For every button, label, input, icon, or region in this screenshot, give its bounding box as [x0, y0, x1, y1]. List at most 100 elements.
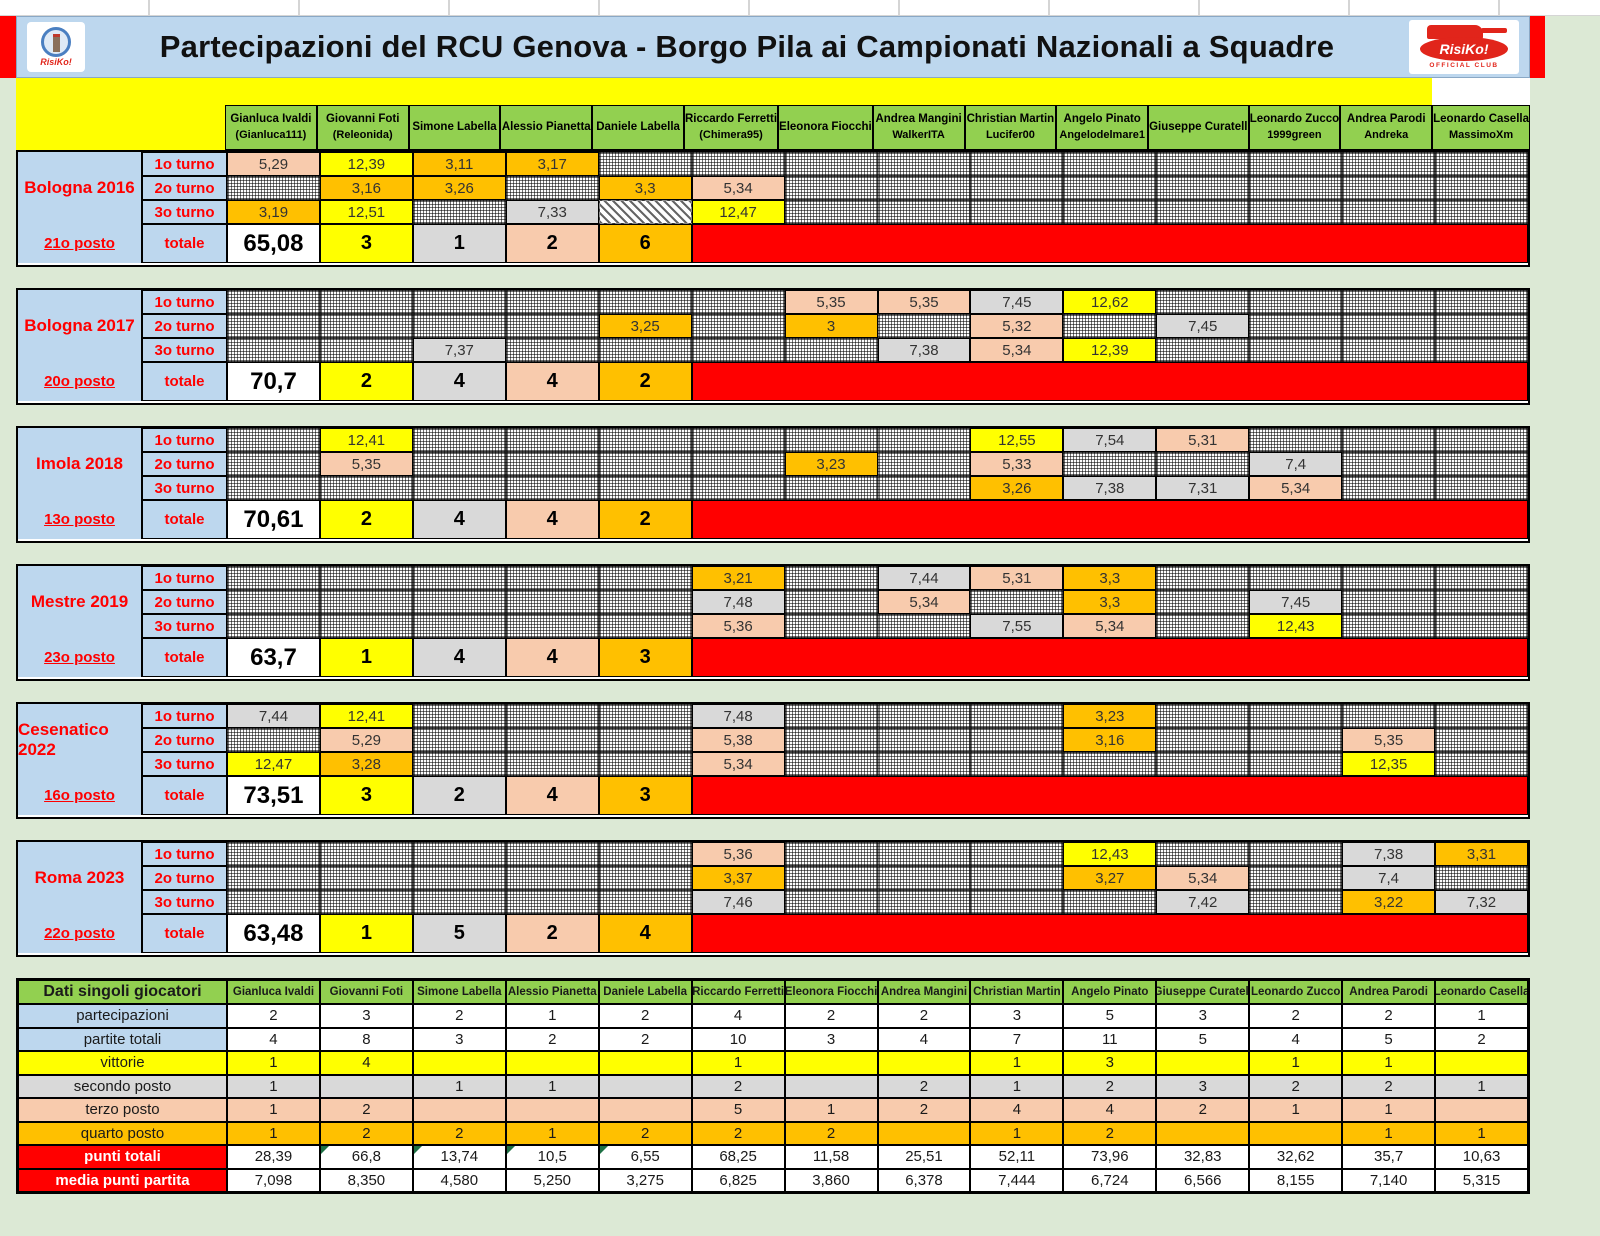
player-name: Angelo Pinato [1063, 113, 1141, 126]
score-cell: 12,39 [1063, 338, 1157, 362]
empty-score-cell [227, 566, 320, 590]
summary-value-cell: 1 [1342, 1051, 1436, 1075]
empty-score-cell [877, 176, 971, 200]
summary-value-cell: 3 [1063, 1051, 1157, 1075]
summary-value-cell: 7,098 [227, 1168, 320, 1192]
wins-count-cell: 3 [319, 776, 413, 815]
score-cell: 12,35 [1342, 752, 1436, 776]
empty-score-cell [1342, 152, 1436, 176]
summary-table: Dati singoli giocatori Gianluca Ivaldi Gio… [16, 978, 1530, 1194]
summary-value-cell: 8,155 [1249, 1168, 1343, 1192]
score-cell: 12,39 [319, 152, 413, 176]
fourth-count-cell: 3 [598, 638, 692, 677]
round-label: 3o turno [142, 614, 227, 638]
player-header-angelo-pinato: Angelo Pinato Angelodelmare1 [1056, 105, 1149, 150]
empty-score-cell [412, 290, 506, 314]
empty-score-cell [505, 176, 599, 200]
score-cell: 5,33 [970, 452, 1064, 476]
summary-value-cell: 1 [1342, 1121, 1436, 1145]
player-nickname: (Releonida) [332, 128, 393, 141]
empty-score-cell [877, 704, 971, 728]
round-label: 3o turno [142, 476, 227, 500]
summary-row-label-secondo-posto: secondo posto [18, 1074, 227, 1098]
score-cell: 5,32 [970, 314, 1064, 338]
empty-score-cell [505, 590, 599, 614]
round-label: 1o turno [142, 842, 227, 866]
empty-score-cell [877, 614, 971, 638]
score-cell: 7,32 [1435, 890, 1528, 914]
summary-value-cell: 4 [227, 1027, 320, 1051]
summary-value-cell [1435, 1051, 1528, 1075]
empty-score-cell [412, 314, 506, 338]
empty-score-cell [598, 152, 692, 176]
empty-score-cell [784, 752, 878, 776]
summary-value-cell: 1 [227, 1051, 320, 1075]
score-cell: 7,38 [1342, 842, 1436, 866]
empty-score-cell [784, 890, 878, 914]
tournament-name: Imola 2018 [36, 454, 123, 473]
empty-score-cell [412, 200, 506, 224]
summary-player-header: Giovanni Foti [319, 980, 413, 1004]
tournament-label-cell: Bologna 2017 20o posto [18, 290, 142, 401]
round-label: 3o turno [142, 890, 227, 914]
header-spacer [500, 78, 593, 105]
empty-score-cell [1342, 314, 1436, 338]
round-label: 1o turno [142, 290, 227, 314]
score-cell: 7,46 [691, 890, 785, 914]
empty-score-cell [598, 842, 692, 866]
score-cell: 5,31 [970, 566, 1064, 590]
empty-score-cell [598, 200, 692, 224]
team-red-bar [691, 638, 1528, 677]
score-cell: 7,38 [877, 338, 971, 362]
summary-value-cell [598, 1051, 692, 1075]
score-cell: 5,35 [319, 452, 413, 476]
fourth-count-cell: 2 [598, 500, 692, 539]
third-count-cell: 4 [505, 776, 599, 815]
score-cell: 12,43 [1063, 842, 1157, 866]
header-spacer [1432, 78, 1530, 105]
empty-score-cell [505, 290, 599, 314]
empty-score-cell [784, 590, 878, 614]
player-header-col: Andrea Parodi Andreka [1340, 78, 1433, 150]
empty-score-cell [1435, 866, 1528, 890]
summary-value-cell: 25,51 [877, 1145, 971, 1169]
empty-score-cell [505, 314, 599, 338]
tournament-rank: 23o posto [44, 649, 115, 666]
empty-score-cell [691, 428, 785, 452]
summary-value-cell: 2 [877, 1004, 971, 1028]
empty-score-cell [1249, 176, 1343, 200]
tournament-section-cesenatico-2022: Cesenatico 2022 16o posto 1o turno 7,44 12,4… [16, 702, 1530, 819]
empty-score-cell [1249, 314, 1343, 338]
empty-score-cell [1435, 176, 1528, 200]
empty-score-cell [1156, 842, 1250, 866]
score-cell: 3,16 [1063, 728, 1157, 752]
empty-score-cell [412, 866, 506, 890]
player-header-band: Gianluca Ivaldi (Gianluca111) Giovanni Fot… [16, 78, 1530, 150]
player-header-giovanni-foti: Giovanni Foti (Releonida) [316, 105, 409, 150]
team-total-cell: 70,7 [227, 362, 320, 401]
player-header-col: Riccardo Ferretti (Chimera95) [684, 78, 779, 150]
summary-value-cell [1435, 1098, 1528, 1122]
empty-score-cell [598, 452, 692, 476]
third-count-cell: 4 [505, 638, 599, 677]
summary-value-cell: 4 [1063, 1098, 1157, 1122]
summary-value-cell: 2 [319, 1121, 413, 1145]
empty-score-cell [1435, 152, 1528, 176]
risiko-official-club-logo: RisiKo! OFFICIAL CLUB [1409, 20, 1519, 74]
empty-score-cell [1435, 476, 1528, 500]
tower-icon [52, 34, 60, 52]
empty-score-cell [784, 842, 878, 866]
summary-value-cell: 1 [1249, 1051, 1343, 1075]
score-cell: 7,48 [691, 704, 785, 728]
summary-value-cell: 1 [784, 1098, 878, 1122]
empty-score-cell [1342, 566, 1436, 590]
summary-value-cell: 3,860 [784, 1168, 878, 1192]
score-cell: 12,47 [691, 200, 785, 224]
empty-score-cell [877, 728, 971, 752]
score-cell: 7,48 [691, 590, 785, 614]
empty-score-cell [784, 566, 878, 590]
summary-value-cell: 5 [1156, 1027, 1250, 1051]
summary-value-cell: 73,96 [1063, 1145, 1157, 1169]
score-cell: 3,26 [970, 476, 1064, 500]
score-cell: 5,34 [1249, 476, 1343, 500]
